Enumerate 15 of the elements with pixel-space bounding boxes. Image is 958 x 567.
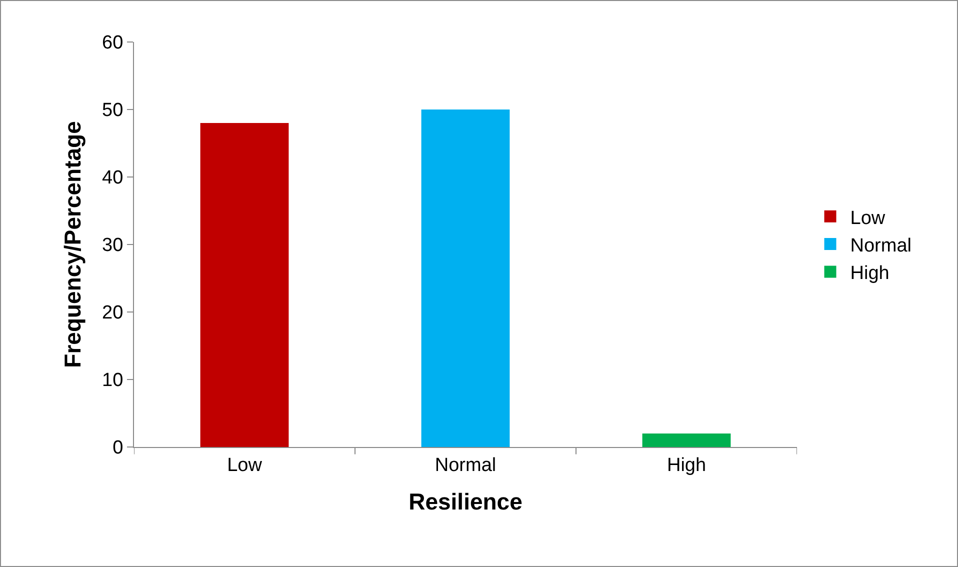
x-tick-label: High (666, 454, 706, 476)
y-tick-label: 60 (102, 32, 124, 54)
legend-label: Low (850, 208, 886, 229)
legend-label: High (850, 263, 890, 284)
y-tick-label: 50 (102, 100, 124, 122)
y-tick-label: 30 (102, 235, 124, 256)
legend-label: Normal (850, 235, 912, 256)
x-tick-label: Low (227, 454, 262, 476)
y-tick-label: 20 (102, 302, 124, 324)
y-tick-label: 40 (102, 168, 124, 189)
y-tick-label: 0 (112, 438, 124, 459)
x-axis-title: Resilience (408, 488, 522, 514)
y-tick-label: 10 (102, 370, 124, 392)
x-tick-label: Normal (434, 454, 496, 476)
y-axis-title: Frequency/Percentage (60, 121, 86, 368)
